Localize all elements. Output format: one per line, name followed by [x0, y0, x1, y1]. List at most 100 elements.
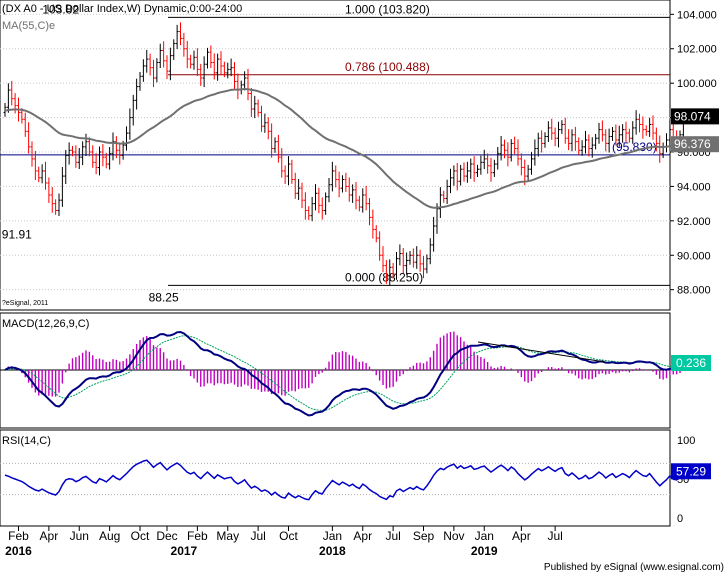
rsi-value-badge-box	[671, 463, 711, 480]
month-label: Sep	[413, 529, 435, 543]
rsi-panel-frame	[0, 429, 671, 527]
price-bar	[152, 59, 155, 88]
price-bar	[344, 172, 348, 192]
price-tick-label: 102.000	[677, 44, 717, 56]
price-bar	[128, 108, 132, 140]
price-bar	[57, 193, 61, 217]
last-price-badge-box	[671, 108, 719, 125]
price-bar	[509, 139, 513, 162]
price-bar	[378, 231, 382, 261]
price-bar	[327, 177, 331, 203]
price-bar	[354, 181, 358, 210]
price-bar	[638, 113, 641, 133]
price-bar	[74, 145, 78, 168]
price-bar	[209, 45, 213, 69]
price-bar	[644, 125, 648, 136]
price-bar	[182, 32, 186, 57]
price-bar	[563, 117, 567, 144]
price-bar	[374, 225, 378, 243]
price-bar	[347, 177, 351, 202]
price-tick-label: 90.000	[677, 250, 711, 262]
macd-value-badge-box	[671, 355, 711, 371]
price-annotation: 91.91	[2, 227, 32, 241]
price-bar	[384, 260, 388, 284]
price-bar	[33, 150, 37, 181]
price-bar	[405, 252, 409, 275]
price-bar	[553, 127, 557, 147]
price-bar	[513, 136, 517, 155]
month-label: Aug	[99, 529, 120, 543]
price-bar	[30, 141, 34, 167]
price-bar	[300, 182, 304, 209]
price-bar	[195, 48, 199, 77]
price-bar	[604, 129, 608, 152]
price-bar	[263, 113, 267, 133]
ma-value-badge: 96.376	[671, 136, 719, 153]
price-tick-label: 88.000	[677, 285, 711, 297]
price-bar	[530, 152, 533, 175]
price-bar	[324, 192, 328, 215]
price-bar	[233, 62, 236, 90]
price-bar	[71, 145, 74, 157]
price-bar	[192, 50, 196, 70]
price-bar	[260, 105, 263, 132]
ma-value-badge-box	[671, 136, 719, 153]
price-bar	[651, 115, 655, 140]
price-bar	[287, 156, 290, 186]
price-bar	[334, 165, 338, 188]
price-bar	[496, 147, 500, 170]
price-bar	[577, 137, 581, 155]
price-bar	[587, 134, 591, 157]
rsi-value-badge-text: 57.29	[676, 464, 706, 478]
price-bar	[428, 238, 432, 265]
price-bar	[597, 122, 601, 144]
price-bar	[411, 248, 415, 268]
macd-panel: MACD(12,26,9,C) 0.236	[0, 312, 711, 429]
price-bar	[617, 125, 621, 147]
price-bar	[526, 164, 530, 181]
fibonacci-levels: 1.000 (103.820) 0.786 (100.488) (95.830) 0.…	[0, 2, 670, 286]
price-bar	[422, 255, 425, 279]
price-bar	[135, 78, 139, 110]
price-bar	[469, 158, 473, 179]
price-bar	[67, 142, 71, 165]
price-bar	[499, 135, 503, 161]
price-bar	[573, 126, 577, 151]
macd-label: MACD(12,26,9,C)	[2, 318, 89, 330]
price-bar	[415, 246, 419, 269]
price-bar	[482, 149, 486, 170]
price-bar	[303, 192, 307, 220]
price-bar	[425, 254, 429, 274]
macd-trendline	[477, 341, 606, 363]
ma-legend-label: MA(55,C)e	[2, 20, 55, 32]
price-bars	[3, 22, 685, 286]
month-label: Apr	[353, 529, 372, 543]
price-bar	[37, 166, 41, 183]
month-label: Jul	[385, 529, 400, 543]
price-bar	[91, 145, 95, 168]
price-bar	[148, 53, 152, 76]
price-bar	[249, 87, 253, 117]
price-bar	[219, 51, 223, 76]
price-bar	[101, 144, 105, 167]
price-bar	[540, 130, 544, 153]
price-bar	[320, 197, 324, 220]
year-label: 2016	[5, 544, 32, 558]
macd-value-badge-text: 0.236	[676, 356, 706, 370]
price-bar	[567, 129, 571, 151]
price-bar	[607, 128, 611, 153]
rsi-tick-label: 100	[677, 435, 695, 447]
price-bar	[199, 63, 203, 86]
macd-line	[4, 330, 684, 417]
price-tick-label: 104.000	[677, 9, 717, 21]
price-bar	[307, 206, 311, 220]
price-bar	[351, 184, 355, 203]
price-bar	[168, 47, 172, 81]
price-bar	[280, 148, 284, 178]
price-bar	[357, 195, 361, 212]
price-bar	[175, 24, 179, 50]
price-bar	[145, 49, 149, 73]
price-bar	[256, 99, 260, 117]
price-bar	[98, 146, 101, 176]
